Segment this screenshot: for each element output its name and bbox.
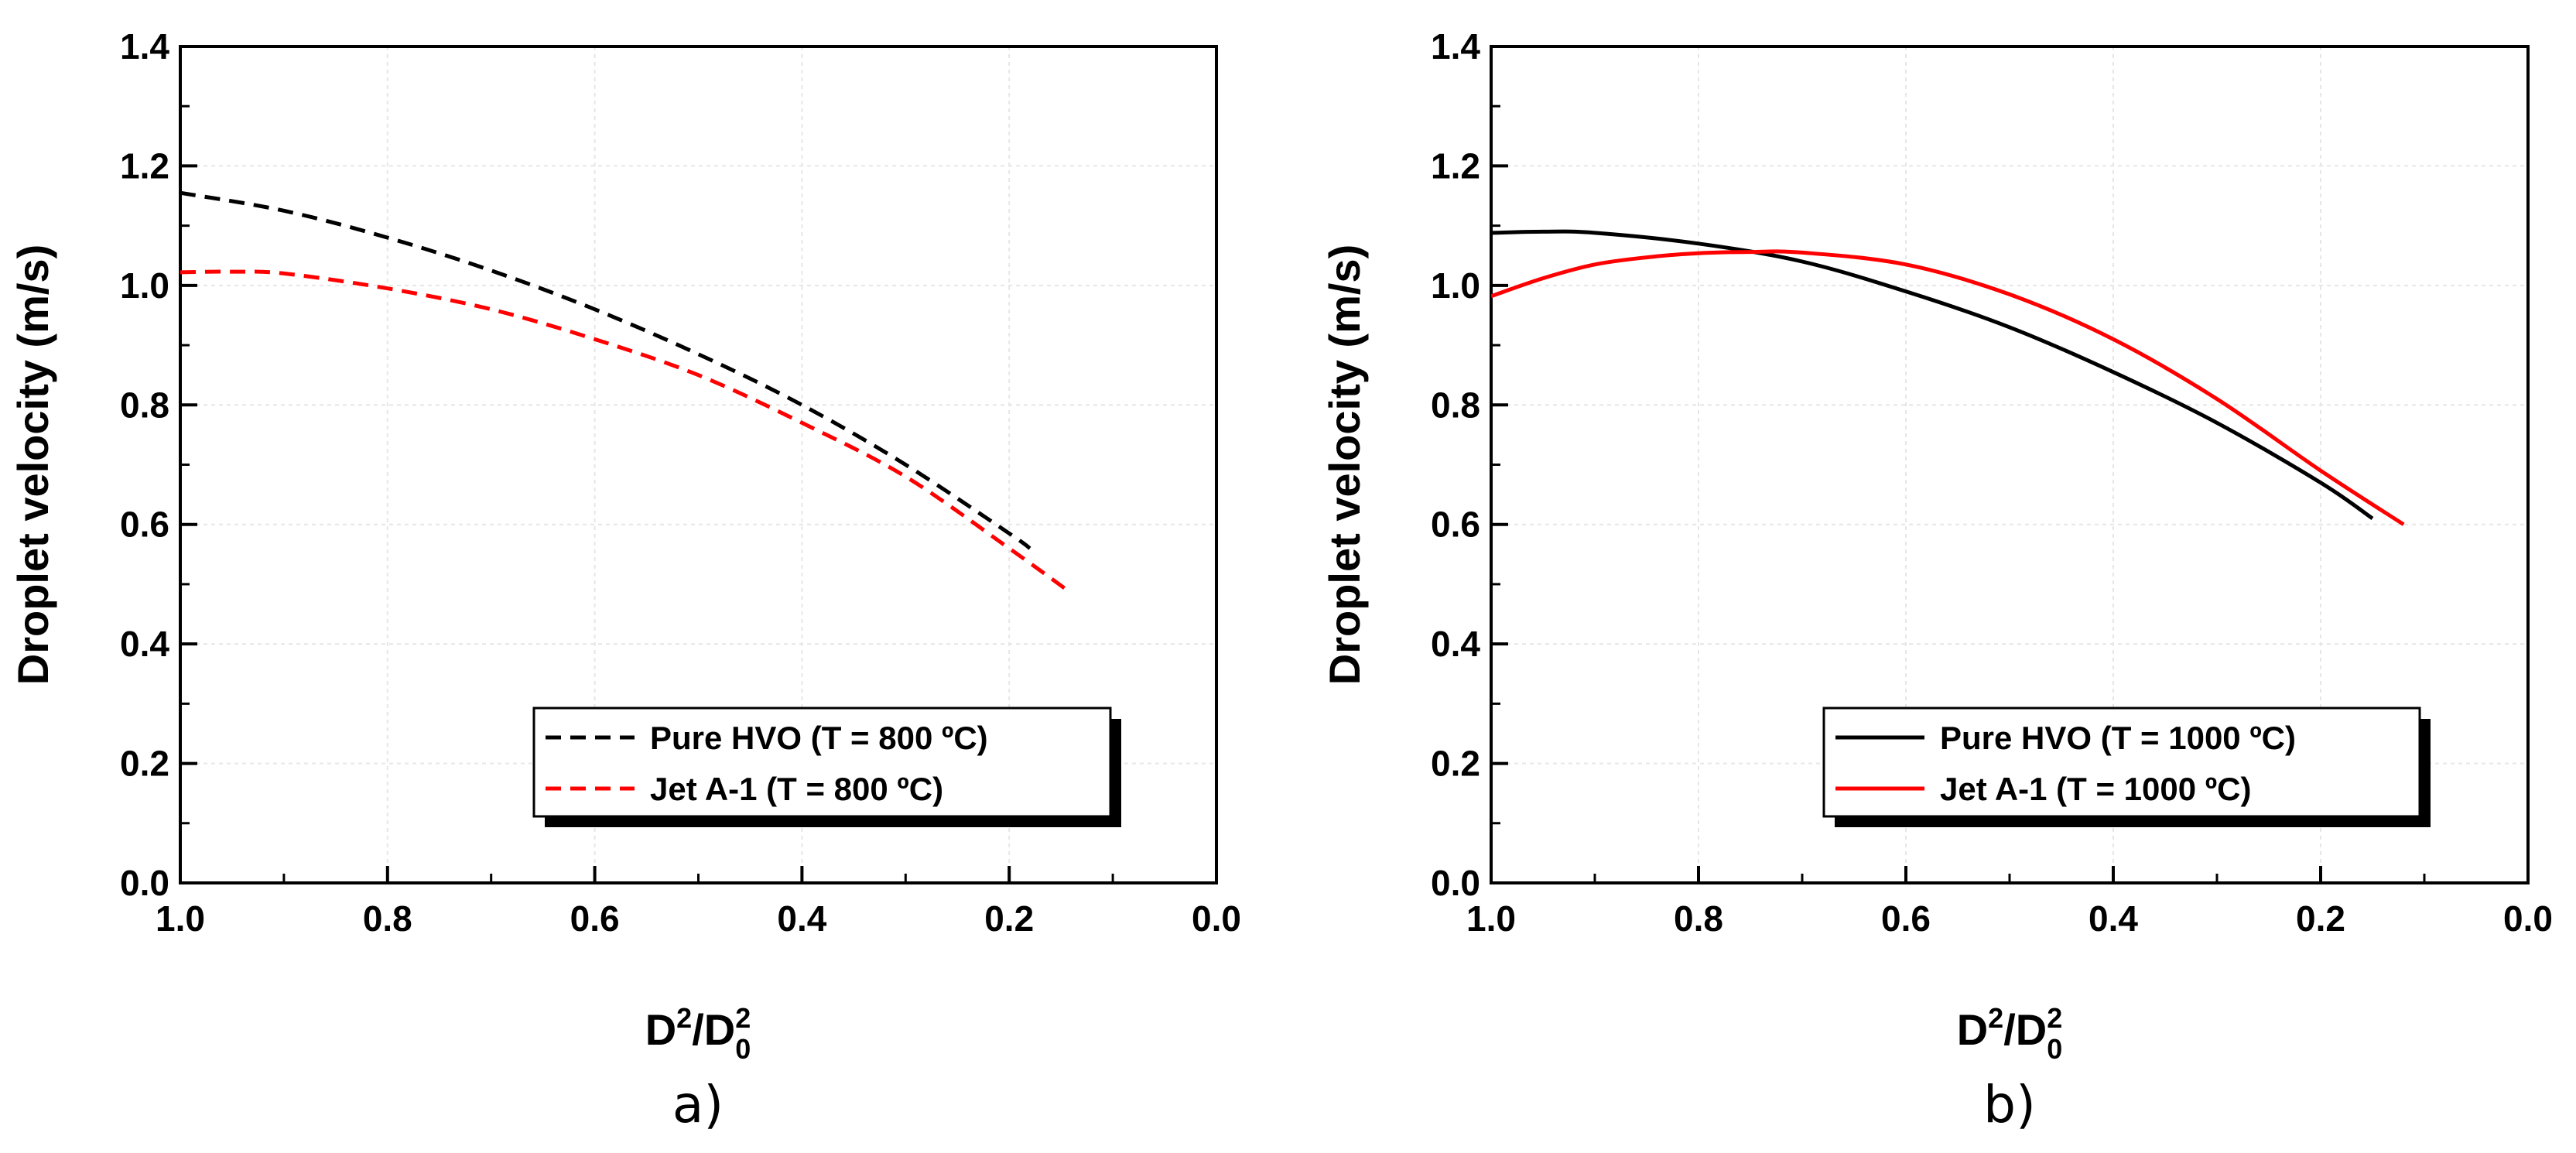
legend-label-jet-a1: Jet A-1 (T = 1000 ºC) [1940, 771, 2251, 807]
x-axis-title-subscript: 0 [2047, 1033, 2062, 1065]
legend: Pure HVO (T = 800 ºC) Jet A-1 (T = 800 ºC… [532, 707, 1121, 827]
legend-box [532, 707, 1112, 818]
x-tick-label: 0.4 [2089, 898, 2138, 939]
legend-label-pure-hvo: Pure HVO (T = 800 ºC) [650, 720, 988, 756]
panel-label: b) [1983, 1075, 2036, 1134]
x-tick-label: 0.2 [984, 898, 1034, 939]
series-line-jet-a1 [1491, 249, 2405, 526]
y-tick-label: 1.2 [120, 145, 169, 186]
x-axis-title: D2/D2 0 [1957, 1002, 2063, 1065]
y-tick-label: 0.8 [120, 385, 169, 425]
y-axis-title: Droplet velocity (m/s) [1320, 245, 1369, 685]
y-tick-label: 1.4 [1431, 26, 1480, 67]
x-tick-label: 0.0 [1192, 898, 1241, 939]
y-tick-label: 1.2 [1431, 145, 1480, 186]
y-tick-label: 0.8 [1431, 385, 1480, 425]
y-axis: 0.0 0.2 0.4 0.6 0.8 1.0 1.2 1.4 [120, 26, 197, 903]
x-tick-label: 0.6 [570, 898, 620, 939]
legend: Pure HVO (T = 1000 ºC) Jet A-1 (T = 1000 … [1822, 707, 2431, 827]
chart-panel-a: 1.0 0.8 0.6 0.4 0.2 0.0 0.0 0.2 0.4 0.6 0.8 1.0 1.2 1… [9, 26, 1241, 1134]
x-axis: 1.0 0.8 0.6 0.4 0.2 0.0 [1466, 866, 2553, 939]
legend-label-jet-a1: Jet A-1 (T = 800 ºC) [650, 771, 943, 807]
x-axis-title-main: D [1957, 1005, 1988, 1054]
y-tick-label: 0.2 [1431, 744, 1480, 784]
x-axis-title-main: /D [692, 1005, 735, 1054]
x-axis-title-superscript: 2 [2047, 1002, 2062, 1034]
x-tick-label: 0.8 [363, 898, 412, 939]
y-tick-label: 1.0 [1431, 265, 1480, 306]
x-tick-label: 1.0 [156, 898, 205, 939]
series-line-jet-a1 [180, 269, 1072, 595]
y-tick-label: 0.0 [120, 863, 169, 903]
y-tick-label: 1.4 [120, 26, 169, 67]
panel-label: a) [672, 1075, 724, 1134]
y-tick-label: 1.0 [120, 265, 169, 306]
x-tick-label: 0.0 [2503, 898, 2553, 939]
x-tick-label: 0.2 [2296, 898, 2345, 939]
x-tick-label: 0.4 [777, 898, 826, 939]
x-tick-label: 1.0 [1466, 898, 1516, 939]
legend-box [1822, 707, 2421, 818]
x-axis: 1.0 0.8 0.6 0.4 0.2 0.0 [156, 866, 1241, 939]
series-lines [180, 190, 1072, 595]
chart-panel-b: 1.0 0.8 0.6 0.4 0.2 0.0 0.0 0.2 0.4 0.6 0.8 1.0 1.2 1… [1320, 26, 2553, 1134]
series-lines [1491, 229, 2405, 526]
y-axis-title: Droplet velocity (m/s) [9, 245, 57, 685]
x-tick-label: 0.6 [1881, 898, 1931, 939]
x-axis-title: D2/D2 0 [645, 1002, 751, 1065]
x-axis-title-superscript: 2 [735, 1002, 751, 1034]
y-tick-label: 0.2 [120, 744, 169, 784]
legend-label-pure-hvo: Pure HVO (T = 1000 ºC) [1940, 720, 2296, 756]
series-line-pure-hvo [180, 190, 1031, 550]
y-axis: 0.0 0.2 0.4 0.6 0.8 1.0 1.2 1.4 [1431, 26, 1508, 903]
y-tick-label: 0.4 [120, 624, 169, 664]
y-tick-label: 0.0 [1431, 863, 1480, 903]
x-axis-title-superscript: 2 [1988, 1002, 2003, 1034]
y-tick-label: 0.4 [1431, 624, 1480, 664]
x-axis-title-main: D [645, 1005, 676, 1054]
series-line-pure-hvo [1491, 229, 2374, 521]
x-axis-title-main: /D [2003, 1005, 2047, 1054]
x-axis-title-superscript: 2 [676, 1002, 692, 1034]
y-tick-label: 0.6 [1431, 505, 1480, 545]
y-tick-label: 0.6 [120, 505, 169, 545]
x-tick-label: 0.8 [1674, 898, 1723, 939]
x-axis-title-subscript: 0 [735, 1033, 751, 1065]
